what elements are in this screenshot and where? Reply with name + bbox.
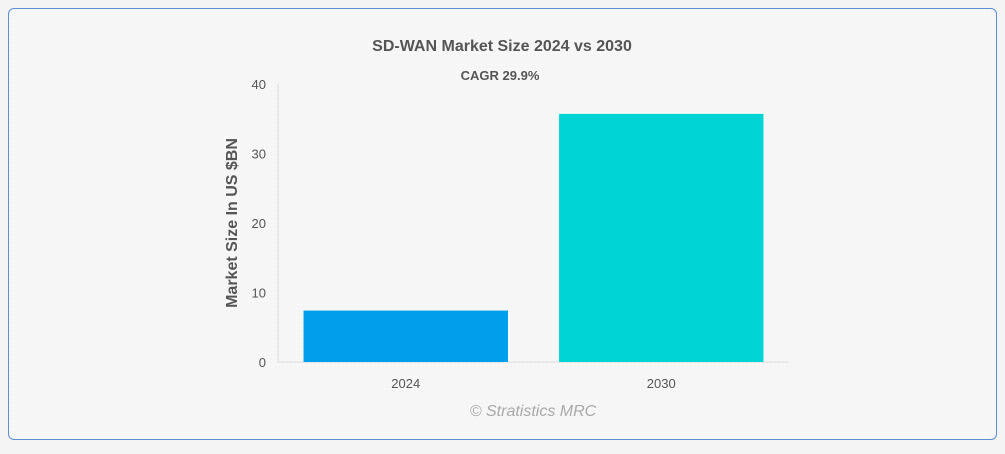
x-tick-label: 2030	[647, 376, 676, 391]
y-tick-label: 40	[252, 77, 266, 92]
x-ticks: 2024 2030	[391, 376, 675, 391]
y-tick-label: 10	[252, 286, 266, 301]
cagr-annotation: CAGR 29.9%	[461, 68, 540, 83]
chart-title: SD-WAN Market Size 2024 vs 2030	[372, 38, 632, 55]
y-axis-title: Market Size In US $BN	[224, 138, 241, 308]
bar-2024	[303, 310, 508, 362]
credit-text: © Stratistics MRC	[470, 403, 597, 420]
x-tick-label: 2024	[391, 376, 420, 391]
y-tick-label: 30	[252, 147, 266, 162]
chart-frame	[8, 8, 997, 440]
y-ticks: 0 10 20 30 40	[252, 77, 266, 370]
y-tick-label: 0	[259, 355, 266, 370]
y-tick-label: 20	[252, 216, 266, 231]
bars	[303, 113, 764, 362]
bar-2030	[559, 113, 764, 362]
